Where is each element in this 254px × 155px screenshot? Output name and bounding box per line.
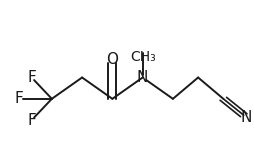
Text: F: F xyxy=(27,113,36,128)
Text: F: F xyxy=(15,91,23,106)
Text: N: N xyxy=(240,110,251,125)
Text: N: N xyxy=(136,70,148,85)
Text: O: O xyxy=(106,52,118,67)
Text: CH₃: CH₃ xyxy=(129,50,155,64)
Text: F: F xyxy=(27,70,36,85)
